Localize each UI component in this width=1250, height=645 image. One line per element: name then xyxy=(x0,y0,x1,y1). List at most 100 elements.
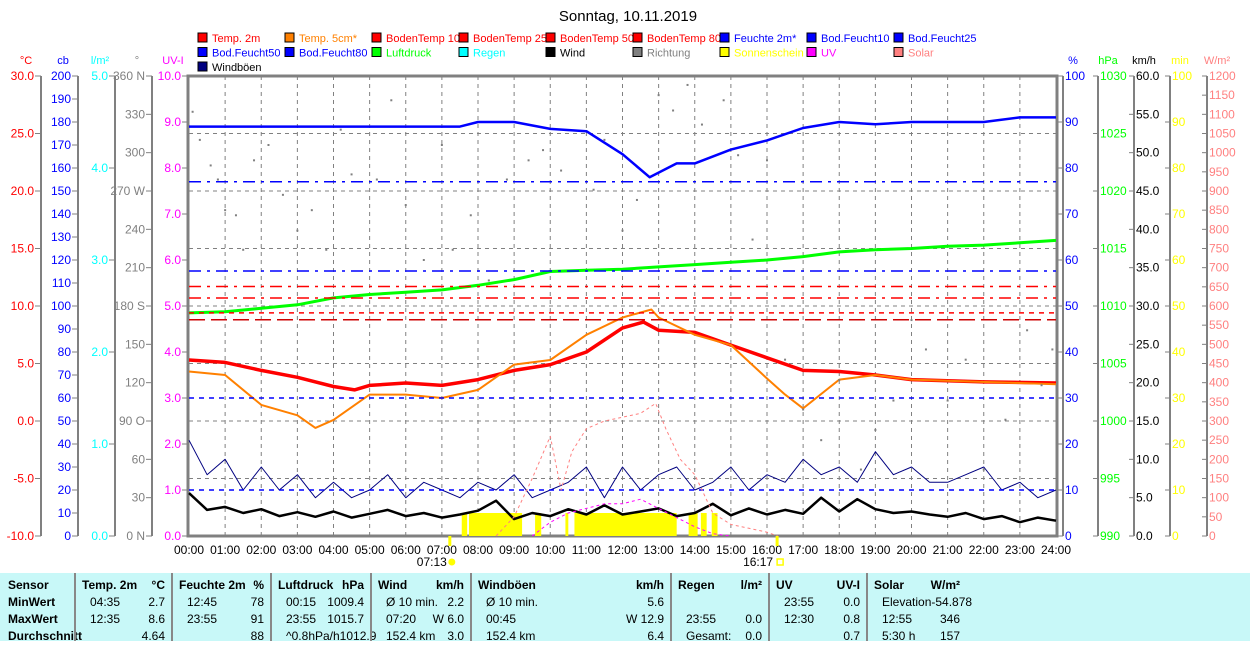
legend: Temp. 2m Temp. 5cm* BodenTemp 10 BodenTemp … xyxy=(197,32,977,74)
stats-header: Luftdruck hPa xyxy=(278,577,364,594)
axis-tick-label: 300 xyxy=(125,146,145,160)
axis-tick-label: 400 xyxy=(1209,376,1229,390)
direction-point xyxy=(657,94,660,97)
axis-tick-label: 250 xyxy=(1209,433,1229,447)
legend-item: Regen xyxy=(458,47,505,60)
legend-swatch xyxy=(632,32,643,43)
axis-tick-label: 0 xyxy=(1209,529,1216,543)
legend-swatch xyxy=(197,47,208,57)
direction-point xyxy=(390,99,393,102)
legend-swatch xyxy=(806,32,817,43)
axis-tick-label: 1025 xyxy=(1100,127,1127,141)
sunshine-bar xyxy=(565,513,569,536)
axis-tick-label: 70 xyxy=(58,368,72,382)
direction-point xyxy=(859,468,862,471)
stats-header: Windböen km/h xyxy=(478,577,664,594)
direction-point xyxy=(946,399,949,402)
direction-point xyxy=(281,193,284,196)
axis-tick-label: 990 xyxy=(1100,529,1120,543)
axis-tick-label: 1.0 xyxy=(91,437,108,451)
legend-label: BodenTemp 80 xyxy=(647,33,721,45)
axis-tick-label: 150 xyxy=(51,184,71,198)
legend-item: Bod.Feucht10 xyxy=(806,32,890,45)
axis-tick-label: 40.0 xyxy=(1136,222,1160,236)
axis-tick-label: 1200 xyxy=(1209,69,1236,83)
stats-row: 04:35 2.7 xyxy=(82,594,165,611)
direction-point xyxy=(838,379,841,382)
stats-value: 346 xyxy=(939,612,960,626)
stats-row: 12:45 78 xyxy=(179,594,264,611)
axis-tick-label: 80 xyxy=(58,345,72,359)
axis-tick-label: 100 xyxy=(51,299,71,313)
x-tick-label: 19:00 xyxy=(860,543,890,557)
direction-point xyxy=(440,144,443,146)
stats-time: 152.4 km xyxy=(386,629,436,643)
axis-tick-label: 240 xyxy=(125,222,145,236)
x-tick-label: 10:00 xyxy=(535,543,565,557)
axis-l/m²: l/m² 5.0 4.0 3.0 2.0 1.0 0.0 xyxy=(91,55,116,543)
legend-label: Bod.Feucht10 xyxy=(821,33,890,45)
legend-swatch xyxy=(284,47,295,57)
direction-point xyxy=(686,83,689,86)
x-tick-label: 08:00 xyxy=(463,543,493,557)
axis-tick-label: 160 xyxy=(51,161,71,175)
stats-time: 23:55 xyxy=(784,595,815,609)
x-tick-label: 00:00 xyxy=(174,543,204,557)
stats-value: 1012.9 xyxy=(339,629,377,643)
axis-tick-label: 80 xyxy=(1172,161,1186,175)
axis-tick-label: 170 xyxy=(51,138,71,152)
axis-tick-label: 0 xyxy=(64,529,71,543)
stats-group-windb-en: Windböen km/h Ø 10 min. 5.6 00:45 W 12.9 152.4… xyxy=(470,573,670,643)
axis-tick-label: 0 xyxy=(1172,529,1179,543)
stats-time xyxy=(82,628,90,645)
x-tick-label: 07:00 xyxy=(427,543,457,557)
sunshine-bar xyxy=(700,513,707,536)
axis-tick-label: 1000 xyxy=(1209,146,1236,160)
stats-header: Regen l/m² xyxy=(678,577,762,594)
direction-point xyxy=(982,468,985,471)
stats-row: Ø 10 min. 5.6 xyxy=(478,594,664,611)
legend-item: BodenTemp 80 xyxy=(632,32,721,45)
axis-tick-label: 50 xyxy=(1065,299,1079,313)
axis-unit: °C xyxy=(20,55,32,67)
legend-label: UV xyxy=(821,48,837,60)
stats-value: 78 xyxy=(250,595,264,609)
direction-point xyxy=(635,198,638,201)
legend-swatch xyxy=(893,32,904,43)
stats-time xyxy=(678,594,686,611)
axis-tick-label: 100 xyxy=(1172,69,1192,83)
axis-tick-label: 6.0 xyxy=(164,253,181,267)
direction-point xyxy=(964,358,967,361)
axis-tick-label: 120 xyxy=(51,253,71,267)
x-tick-label: 13:00 xyxy=(644,543,674,557)
legend-label: BodenTemp 50 xyxy=(560,33,634,45)
axis-tick-label: 50 xyxy=(1209,510,1223,524)
x-tick-label: 17:00 xyxy=(788,543,818,557)
direction-point xyxy=(404,204,407,207)
direction-point xyxy=(560,169,563,172)
stats-time: 04:35 xyxy=(90,595,121,609)
axis-tick-label: 30 xyxy=(1065,391,1079,405)
sunshine-bar xyxy=(468,513,523,536)
stats-unit: W/m² xyxy=(930,578,960,592)
axis-tick-label: 10 xyxy=(1172,483,1186,497)
legend-label: BodenTemp 25 xyxy=(473,33,547,45)
stats-time: Ø 10 min. xyxy=(486,595,539,609)
axis-tick-label: 180 xyxy=(51,115,71,129)
direction-point xyxy=(910,319,913,322)
x-tick-label: 03:00 xyxy=(282,543,312,557)
legend-label: Bod.Feucht80 xyxy=(299,48,368,60)
stats-value: 8.6 xyxy=(148,612,165,626)
direction-point xyxy=(766,159,768,162)
stats-time: 12:35 xyxy=(90,612,121,626)
series-line-temp-2m xyxy=(188,320,1057,392)
axis-tick-label: 150 xyxy=(125,337,145,351)
axis-tick-label: 1100 xyxy=(1209,107,1235,121)
sunshine-bar xyxy=(574,513,677,536)
direction-point xyxy=(1026,329,1029,332)
axis-tick-label: 1015 xyxy=(1100,242,1127,256)
sunrise-time: 07:13 xyxy=(417,555,447,569)
axis-tick-label: 10.0 xyxy=(11,299,35,313)
chart-title: Sonntag, 10.11.2019 xyxy=(559,8,697,25)
